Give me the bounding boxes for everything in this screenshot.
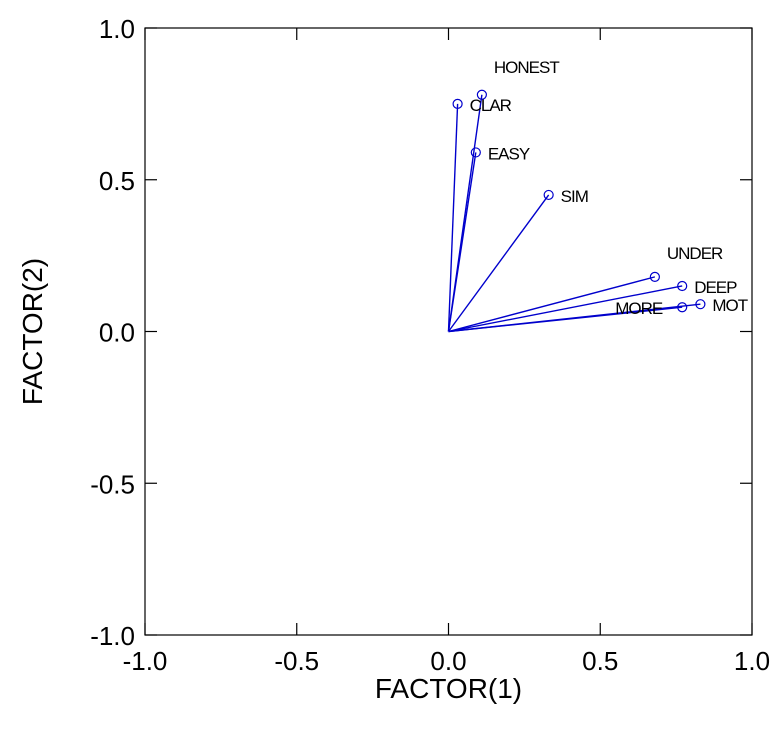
x-tick-label: 0.5 xyxy=(582,646,618,676)
x-tick-label: 0.0 xyxy=(430,646,466,676)
loading-point-easy xyxy=(470,147,481,158)
loading-vector-clar xyxy=(447,103,459,332)
loading-point-honest xyxy=(476,89,487,100)
point-label-easy: EASY xyxy=(488,144,530,163)
loading-point-deep xyxy=(677,280,688,292)
x-tick-label: -1.0 xyxy=(123,646,168,676)
y-tick-label: -0.5 xyxy=(90,469,135,499)
y-tick-label: -1.0 xyxy=(90,621,135,651)
y-tick-label: 0.0 xyxy=(99,318,135,348)
loading-point-under xyxy=(649,271,660,282)
point-label-honest: HONEST xyxy=(494,58,559,77)
y-tick-label: 0.5 xyxy=(99,166,135,196)
y-axis-title: FACTOR(2) xyxy=(17,258,48,405)
x-tick-label: 1.0 xyxy=(734,646,770,676)
loading-point-mot xyxy=(695,299,706,310)
loading-vector-deep xyxy=(448,285,683,333)
point-label-under: UNDER xyxy=(667,244,723,263)
loading-vector-sim xyxy=(447,194,550,332)
loading-point-more xyxy=(677,302,688,313)
ticks: -1.0 -0.5 0.0 0.5 1.0 -1.0 -0.5 0.0 0.5 1.0 xyxy=(90,14,770,676)
loading-vector-more xyxy=(448,306,683,333)
loading-vector-easy xyxy=(447,152,477,332)
point-label-clar: CLAR xyxy=(470,96,512,115)
x-axis-title: FACTOR(1) xyxy=(375,673,522,704)
y-tick-label: 1.0 xyxy=(99,14,135,44)
loading-point-clar xyxy=(452,98,463,109)
loading-point-sim xyxy=(543,189,554,201)
loading-vectors xyxy=(447,89,706,333)
point-label-mot: MOT xyxy=(712,296,747,315)
point-label-sim: SIM xyxy=(561,187,588,206)
point-label-more: MORE xyxy=(615,299,663,318)
x-tick-label: -0.5 xyxy=(274,646,319,676)
loading-vector-under xyxy=(448,276,656,333)
point-label-deep: DEEP xyxy=(694,278,737,297)
